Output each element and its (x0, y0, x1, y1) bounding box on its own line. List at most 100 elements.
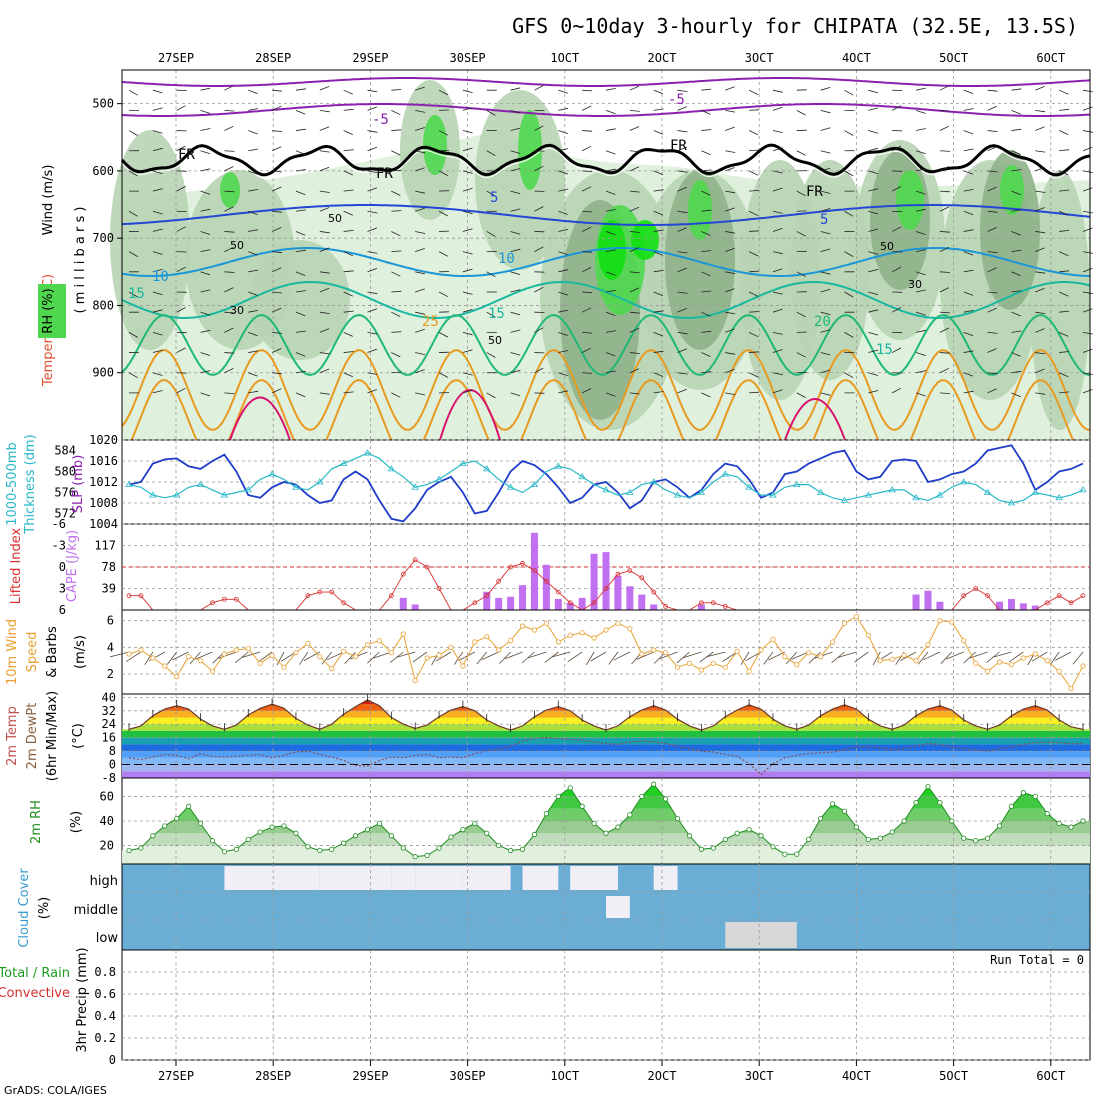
date-top-28sep: 28SEP (255, 51, 291, 65)
high-cloud-bar (462, 866, 511, 890)
thickness-marker (1031, 488, 1040, 495)
wind-barb (1035, 247, 1045, 253)
rh-marker (400, 845, 406, 851)
rh-marker (794, 851, 800, 857)
rh-marker (209, 838, 216, 844)
wind-barb (462, 228, 473, 232)
wind-barb (772, 389, 783, 394)
wind-speed-marker (519, 623, 526, 629)
isotherm-10 (121, 247, 1091, 277)
wind-barb (343, 251, 353, 257)
wind-barb (820, 109, 831, 114)
wind-barb (558, 210, 568, 215)
wind-barb (1059, 230, 1070, 232)
wind-barb (367, 331, 378, 335)
wind-barb (438, 170, 449, 176)
label-2m-rh: 2m RH (29, 800, 44, 844)
contour-label-10-a: 10 (152, 269, 169, 285)
contour-label-15-c: 15 (876, 342, 893, 358)
wind-speed-marker (376, 638, 383, 644)
date-bottom-27sep: 27SEP (158, 1069, 194, 1083)
wind-speed-marker (829, 639, 836, 645)
wind-barb (558, 188, 569, 192)
rh-label-30-a: 30 (230, 304, 244, 317)
wind-barb (629, 85, 640, 91)
wind-barb (605, 209, 616, 212)
rh-marker (686, 833, 693, 839)
wind-barb (343, 210, 353, 216)
cloud-grid (122, 864, 1090, 950)
wind-barb (701, 88, 712, 91)
wind-barb (772, 331, 783, 335)
surface-wind-barb (763, 651, 774, 665)
wind-barb (1059, 391, 1070, 394)
wind-barb (605, 271, 616, 276)
rh-marker (615, 824, 621, 830)
surface-wind-barb (682, 651, 702, 659)
wind-barb (963, 350, 974, 353)
isotherm-lines (120, 77, 1091, 462)
wind-barb (653, 189, 664, 192)
wind-barb (367, 268, 378, 273)
wind-barb (748, 372, 759, 378)
wind-barb (558, 390, 569, 394)
wind-barb (892, 387, 902, 394)
wind-speed-marker (937, 618, 943, 624)
wind-barb (391, 110, 401, 116)
high-cloud-bar (522, 866, 559, 890)
wind-barb (748, 89, 759, 95)
wind-panel: 2 4 6 10m Wind Speed & Barbs (m/s) (5, 609, 1091, 695)
li-marker (221, 596, 227, 602)
wind-barb (915, 352, 926, 356)
wind-barb (868, 269, 879, 273)
rh-marker (221, 849, 227, 855)
label-cloud-middle: middle (74, 903, 118, 918)
surface-wind-barb (808, 651, 821, 664)
wind-speed-marker (1068, 686, 1074, 692)
wind-barb (987, 146, 997, 152)
rh-marker (448, 834, 454, 840)
label-pressure: ( m i l l i b a r s ) (73, 207, 88, 314)
contour-label-10-b: 10 (498, 251, 515, 267)
wind-barb (415, 150, 426, 154)
wind-barb (486, 231, 496, 237)
label-rh-unit: (%) (69, 811, 84, 834)
contour-label-15-b: 15 (488, 306, 505, 322)
thickness-marker (983, 488, 992, 495)
surface-wind-barb (706, 651, 726, 658)
wind-barb (892, 186, 902, 192)
contour-label-15-a: 15 (128, 286, 145, 302)
wind-barb (725, 288, 735, 293)
wind-barb (295, 311, 306, 317)
rh-label-50-a: 50 (328, 212, 342, 225)
wind-barb (367, 291, 378, 295)
wind-speed-marker (496, 647, 502, 653)
thickness-marker (196, 480, 205, 488)
wind-barb (868, 188, 879, 192)
wind-barb (534, 367, 544, 374)
rh-marker (472, 820, 478, 827)
wind-barb (987, 372, 998, 375)
wind-barb (677, 251, 688, 254)
li-marker (424, 564, 430, 570)
surface-wind-barb (636, 651, 654, 660)
thickness-marker (1079, 486, 1087, 493)
rh-tick-60: 60 (100, 789, 114, 803)
wind-barb (963, 251, 974, 256)
wind-barb (677, 331, 688, 335)
wind-barb (391, 190, 401, 196)
wind-barb (462, 89, 473, 93)
wind-barb (558, 291, 568, 296)
wind-speed-marker (221, 651, 227, 657)
wind-barb (605, 311, 616, 316)
surface-wind-barb (608, 651, 619, 665)
wind-barb (629, 150, 640, 153)
date-top-6oct: 6OCT (1036, 51, 1065, 65)
wind-barb (748, 210, 759, 217)
wind-barb (939, 150, 950, 152)
wind-barb (605, 370, 616, 374)
wind-barb (295, 190, 306, 196)
thickness-marker (960, 478, 968, 485)
wind-barb (963, 331, 974, 337)
wind-barb (1011, 88, 1022, 91)
